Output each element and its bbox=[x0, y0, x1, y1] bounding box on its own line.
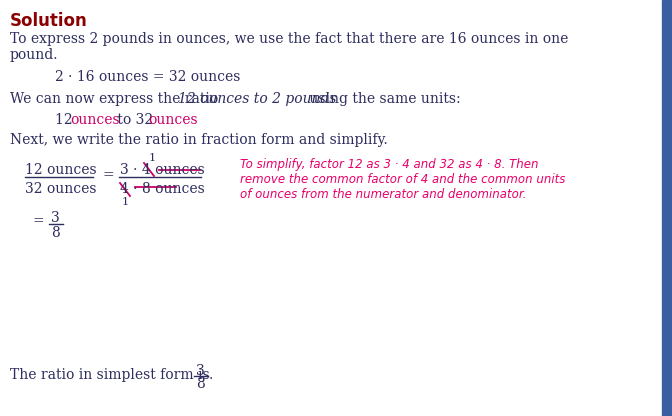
Text: =: = bbox=[102, 168, 114, 182]
Text: To simplify, factor 12 as 3 · 4 and 32 as 4 · 8. Then: To simplify, factor 12 as 3 · 4 and 32 a… bbox=[240, 158, 538, 171]
Text: 3 · 4 ounces: 3 · 4 ounces bbox=[120, 163, 205, 177]
Text: 12: 12 bbox=[55, 113, 77, 127]
Text: =: = bbox=[33, 214, 44, 228]
Text: 4 · 8 ounces: 4 · 8 ounces bbox=[120, 182, 205, 196]
Text: ounces: ounces bbox=[70, 113, 120, 127]
Text: Solution: Solution bbox=[10, 12, 88, 30]
Text: 8: 8 bbox=[51, 226, 60, 240]
Text: 32 ounces: 32 ounces bbox=[25, 182, 97, 196]
Text: We can now express the ratio: We can now express the ratio bbox=[10, 92, 222, 106]
Text: Next, we write the ratio in fraction form and simplify.: Next, we write the ratio in fraction for… bbox=[10, 133, 388, 147]
Text: To express 2 pounds in ounces, we use the fact that there are 16 ounces in one: To express 2 pounds in ounces, we use th… bbox=[10, 32, 569, 46]
Text: 2 · 16 ounces = 32 ounces: 2 · 16 ounces = 32 ounces bbox=[55, 70, 241, 84]
Text: ounces: ounces bbox=[148, 113, 198, 127]
Text: The ratio in simplest form is: The ratio in simplest form is bbox=[10, 368, 214, 382]
Text: 8: 8 bbox=[196, 377, 205, 391]
Bar bbox=[662, 0, 672, 416]
Text: to 32: to 32 bbox=[113, 113, 157, 127]
Text: .: . bbox=[209, 368, 213, 382]
Text: remove the common factor of 4 and the common units: remove the common factor of 4 and the co… bbox=[240, 173, 565, 186]
Text: of ounces from the numerator and denominator.: of ounces from the numerator and denomin… bbox=[240, 188, 526, 201]
Text: 12 ounces to 2 pounds: 12 ounces to 2 pounds bbox=[178, 92, 337, 106]
Text: 1: 1 bbox=[149, 153, 156, 163]
Text: pound.: pound. bbox=[10, 48, 58, 62]
Text: 12 ounces: 12 ounces bbox=[25, 163, 97, 177]
Text: using the same units:: using the same units: bbox=[305, 92, 460, 106]
Text: 1: 1 bbox=[122, 197, 129, 207]
Text: 3: 3 bbox=[51, 211, 60, 225]
Text: 3: 3 bbox=[196, 364, 205, 378]
